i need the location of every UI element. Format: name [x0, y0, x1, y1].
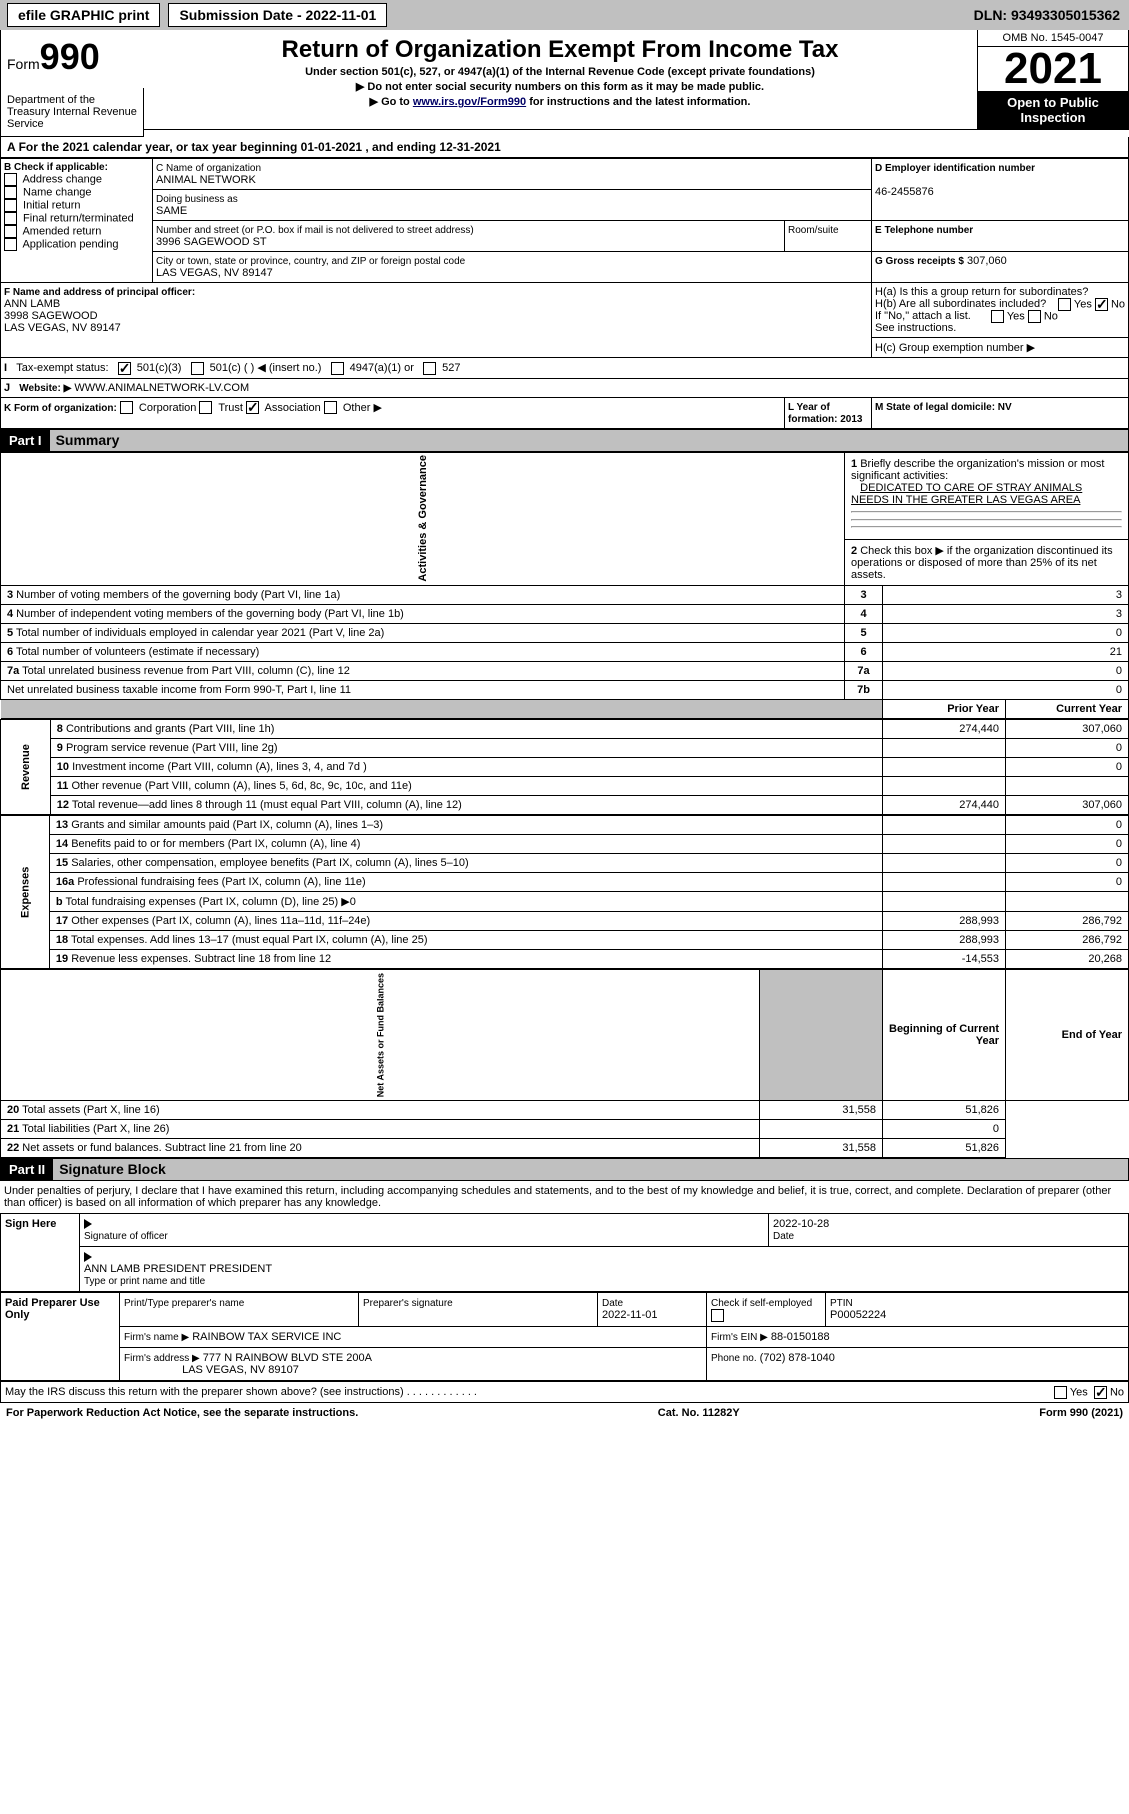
discuss-yes[interactable]: [1054, 1386, 1067, 1399]
dln: DLN: 93493305015362: [974, 7, 1126, 23]
i-527[interactable]: [423, 362, 436, 375]
dept-treasury: Department of the Treasury Internal Reve…: [0, 88, 144, 137]
ein: 46-2455876: [875, 186, 934, 198]
efile-btn[interactable]: efile GRAPHIC print: [7, 3, 160, 27]
sign-here: Sign Here: [1, 1214, 80, 1292]
i-4947[interactable]: [331, 362, 344, 375]
h-b: H(b) Are all subordinates included?: [875, 298, 1046, 310]
footer-right: Form 990 (2021): [1039, 1407, 1123, 1419]
box-f-lbl: F Name and address of principal officer:: [4, 287, 195, 298]
paid-preparer: Paid Preparer Use Only: [1, 1293, 120, 1381]
irs-link[interactable]: www.irs.gov/Form990: [413, 96, 526, 108]
street-addr: 3996 SAGEWOOD ST: [156, 236, 267, 248]
tax-year: 2021: [978, 47, 1128, 91]
officer-sig-name: ANN LAMB PRESIDENT PRESIDENT: [84, 1263, 272, 1275]
l1-text: Briefly describe the organization's miss…: [851, 458, 1104, 482]
discuss-row: May the IRS discuss this return with the…: [0, 1381, 1129, 1403]
city-lbl: City or town, state or province, country…: [156, 256, 465, 267]
firm-city: LAS VEGAS, NV 89107: [182, 1364, 299, 1376]
row-m: M State of legal domicile: NV: [875, 402, 1012, 413]
subtitle-2: ▶ Do not enter social security numbers o…: [147, 80, 973, 93]
hb-no[interactable]: [1028, 310, 1041, 323]
k-trust[interactable]: [199, 401, 212, 414]
row-l: L Year of formation: 2013: [788, 402, 862, 425]
subtitle-3: ▶ Go to www.irs.gov/Form990 for instruct…: [147, 95, 973, 108]
side-activities: Activities & Governance: [1, 452, 845, 586]
footer: For Paperwork Reduction Act Notice, see …: [0, 1403, 1129, 1423]
firm-ein: 88-0150188: [771, 1331, 830, 1343]
expense-table: Expenses13 Grants and similar amounts pa…: [0, 815, 1129, 969]
gross-receipts: 307,060: [967, 255, 1007, 267]
i-501c3[interactable]: [118, 362, 131, 375]
room-lbl: Room/suite: [788, 225, 839, 236]
top-bar: efile GRAPHIC print Submission Date - 20…: [0, 0, 1129, 30]
entity-info-table: B Check if applicable: Address change Na…: [0, 158, 1129, 429]
summary-table: Activities & Governance 1 Briefly descri…: [0, 452, 1129, 720]
addr-lbl: Number and street (or P.O. box if mail i…: [156, 225, 474, 236]
k-other[interactable]: [324, 401, 337, 414]
officer-name: ANN LAMB: [4, 298, 60, 310]
row-i-lbl: Tax-exempt status:: [16, 362, 108, 374]
box-c-name-lbl: C Name of organization: [156, 163, 261, 174]
box-e-lbl: E Telephone number: [875, 225, 973, 236]
discuss-no[interactable]: [1094, 1386, 1107, 1399]
officer-city: LAS VEGAS, NV 89147: [4, 322, 121, 334]
part2-header: Part II Signature Block: [0, 1158, 1129, 1181]
part1-header: Part I Summary: [0, 429, 1129, 452]
prep-date: 2022-11-01: [602, 1309, 657, 1321]
i-501c[interactable]: [191, 362, 204, 375]
self-employed-check[interactable]: [711, 1309, 724, 1322]
k-assoc[interactable]: [246, 401, 259, 414]
org-name: ANIMAL NETWORK: [156, 174, 256, 186]
row-k-lbl: K Form of organization:: [4, 403, 117, 414]
footer-left: For Paperwork Reduction Act Notice, see …: [6, 1407, 358, 1419]
l2-text: Check this box ▶ if the organization dis…: [851, 545, 1113, 581]
hb-yes[interactable]: [991, 310, 1004, 323]
k-corp[interactable]: [120, 401, 133, 414]
form-header: Form990 Return of Organization Exempt Fr…: [0, 30, 1129, 130]
website: WWW.ANIMALNETWORK-LV.COM: [74, 382, 249, 394]
ptin: P00052224: [830, 1309, 886, 1321]
sign-here-table: Sign Here Signature of officer 2022-10-2…: [0, 1213, 1129, 1292]
form-number: Form990: [7, 36, 137, 78]
dba-lbl: Doing business as: [156, 194, 238, 205]
row-a-period: A For the 2021 calendar year, or tax yea…: [0, 137, 1129, 158]
ha-no[interactable]: [1095, 298, 1108, 311]
form-title: Return of Organization Exempt From Incom…: [147, 36, 973, 64]
ha-yes[interactable]: [1058, 298, 1071, 311]
side-net: Net Assets or Fund Balances: [1, 970, 760, 1101]
open-public: Open to Public Inspection: [978, 91, 1128, 129]
netassets-table: Net Assets or Fund Balances Beginning of…: [0, 969, 1129, 1158]
row-j-lbl: Website: ▶: [19, 383, 71, 394]
firm-addr: 777 N RAINBOW BLVD STE 200A: [203, 1352, 372, 1364]
subtitle-1: Under section 501(c), 527, or 4947(a)(1)…: [147, 66, 973, 78]
box-b-title: B Check if applicable:: [4, 162, 149, 173]
city-state: LAS VEGAS, NV 89147: [156, 267, 273, 279]
revenue-table: Revenue8 Contributions and grants (Part …: [0, 719, 1129, 815]
mission: DEDICATED TO CARE OF STRAY ANIMALS NEEDS…: [851, 482, 1082, 506]
firm-phone: (702) 878-1040: [760, 1352, 835, 1364]
submission-date: Submission Date - 2022-11-01: [168, 3, 387, 27]
dba: SAME: [156, 205, 187, 217]
officer-addr: 3998 SAGEWOOD: [4, 310, 98, 322]
box-g-lbl: G Gross receipts $: [875, 256, 964, 267]
preparer-table: Paid Preparer Use Only Print/Type prepar…: [0, 1292, 1129, 1381]
box-d-lbl: D Employer identification number: [875, 163, 1035, 174]
footer-center: Cat. No. 11282Y: [658, 1407, 740, 1419]
h-c: H(c) Group exemption number ▶: [875, 342, 1035, 354]
firm-name: RAINBOW TAX SERVICE INC: [192, 1331, 341, 1343]
declaration: Under penalties of perjury, I declare th…: [0, 1181, 1129, 1213]
sign-date: 2022-10-28: [773, 1218, 829, 1230]
h-a: H(a) Is this a group return for subordin…: [875, 286, 1088, 298]
h-b-note: If "No," attach a list. See instructions…: [875, 310, 971, 334]
